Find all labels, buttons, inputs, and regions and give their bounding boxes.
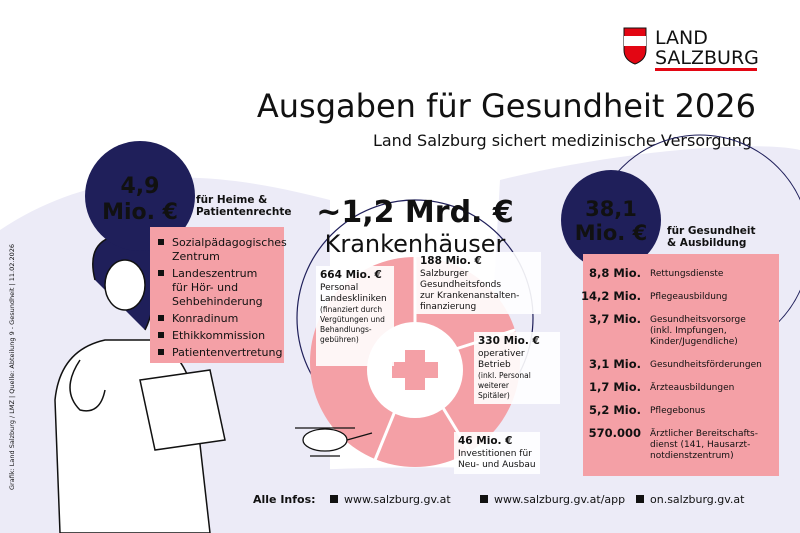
segment-note: gebühren) (320, 335, 359, 344)
row-label: Gesundheitsvorsorge (650, 315, 746, 325)
segment-label: Personal (320, 283, 358, 293)
helicopter-icon (295, 427, 373, 457)
logo-text: LAND (655, 27, 708, 49)
bubble-label: & Ausbildung (667, 237, 746, 249)
segment-amount: 46 Mio. € (458, 435, 512, 447)
row-label: dienst (141, Hausarzt- (650, 440, 750, 450)
segment-label: Investitionen für (458, 449, 532, 459)
segment-amount: 664 Mio. € (320, 269, 382, 281)
segment-note: weiterer (478, 381, 510, 390)
segment-amount: 188 Mio. € (420, 255, 482, 267)
list-item: Patientenvertretung (172, 346, 282, 359)
bubble-amount: 38,1 (585, 197, 637, 221)
doctor-illustration (54, 234, 226, 533)
row-amount: 570.000 (589, 426, 641, 440)
row-amount: 1,7 Mio. (589, 380, 641, 394)
bubble-amount: 4,9 (121, 174, 160, 199)
segment-label: zur Krankenanstalten- (420, 291, 519, 301)
segment-label: Neu- und Ausbau (458, 460, 536, 470)
segment-label: Salzburger (420, 269, 469, 279)
bullet (158, 270, 164, 276)
list-item: Landeszentrum (172, 267, 257, 280)
list-item: Konradinum (172, 312, 238, 325)
row-label: Pflegebonus (650, 406, 706, 416)
segment-label: operativer (478, 349, 525, 359)
list-box (583, 254, 779, 476)
list-box (150, 227, 284, 363)
credit: Grafik: Land Salzburg / LMZ | Quelle: Ab… (8, 244, 16, 490)
bubble-label: für Heime & (196, 194, 267, 206)
footer-link: on.salzburg.gv.at (650, 493, 745, 506)
list-item: Sehbehinderung (172, 295, 263, 308)
segment-label: Betrieb (478, 360, 511, 370)
row-label: Gesundheitsförderungen (650, 360, 762, 370)
segment-label: Landeskliniken (320, 294, 387, 304)
segment-box (454, 432, 540, 474)
segment-note: Spitäler) (478, 391, 510, 400)
row-amount: 3,7 Mio. (589, 312, 641, 326)
segment-note: (inkl. Personal (478, 371, 531, 380)
bubble-amount: Mio. € (102, 200, 178, 225)
bullet (636, 495, 644, 503)
segment-note: Vergütungen und (320, 315, 385, 324)
footer-label: Alle Infos: (253, 493, 316, 506)
row-amount: 8,8 Mio. (589, 266, 641, 280)
bullet (480, 495, 488, 503)
footer-link: www.salzburg.gv.at/app (494, 493, 625, 506)
segment-box (316, 266, 394, 366)
row-label: Ärzteausbildungen (650, 382, 734, 393)
logo-crest (624, 36, 646, 46)
segment-note: Behandlungs- (320, 325, 372, 334)
segment-label: Gesundheitsfonds (420, 280, 501, 290)
bullet (158, 349, 164, 355)
cross-icon (392, 350, 438, 390)
list-item: Ethikkommission (172, 329, 265, 342)
list-item: für Hör- und (172, 281, 238, 294)
bubble-amount: Mio. € (575, 221, 647, 245)
logo-rule (655, 68, 757, 71)
row-label: Ärztlicher Bereitschafts- (650, 428, 758, 439)
amount-bubble (561, 170, 661, 270)
list-item: Sozialpädagogisches (172, 236, 287, 249)
title: Ausgaben für Gesundheit 2026 (257, 87, 756, 125)
row-label: (inkl. Impfungen, (650, 326, 727, 336)
bubble-label: Patientenrechte (196, 206, 291, 218)
row-amount: 3,1 Mio. (589, 357, 641, 371)
subtitle: Land Salzburg sichert medizinische Verso… (373, 131, 752, 150)
row-label: Rettungsdienste (650, 269, 724, 279)
row-amount: 14,2 Mio. (581, 289, 641, 303)
segment-box (416, 252, 541, 314)
footer-link: www.salzburg.gv.at (344, 493, 451, 506)
bullet (158, 239, 164, 245)
amount-bubble (85, 141, 195, 251)
row-label: notdienstzentrum) (650, 451, 734, 461)
segment-note: (finanziert durch (320, 305, 382, 314)
bubble-label: für Gesundheit (667, 225, 756, 237)
bg-shape (220, 467, 800, 533)
list-item: Zentrum (172, 250, 220, 263)
bullet (158, 315, 164, 321)
bullet (158, 332, 164, 338)
bullet (330, 495, 338, 503)
segment-box (474, 332, 560, 404)
row-label: Pflegeausbildung (650, 292, 727, 302)
center-amount: ~1,2 Mrd. € (316, 195, 514, 230)
row-label: Kinder/Jugendliche) (650, 337, 738, 347)
row-amount: 5,2 Mio. (589, 403, 641, 417)
logo-text: SALZBURG (655, 47, 759, 69)
segment-label: finanzierung (420, 302, 476, 312)
segment-amount: 330 Mio. € (478, 335, 540, 347)
